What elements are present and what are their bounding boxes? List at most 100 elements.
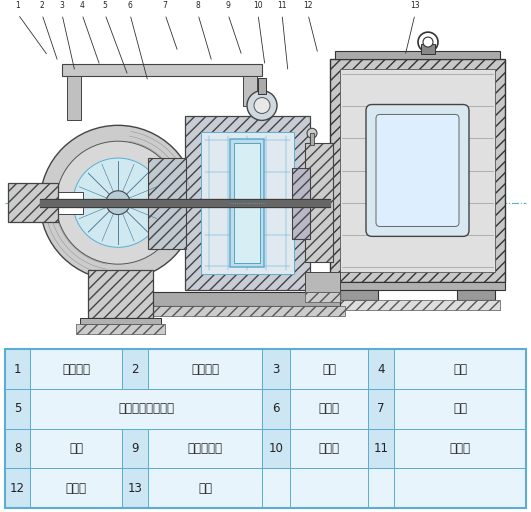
Bar bbox=[330, 59, 505, 282]
Circle shape bbox=[106, 191, 130, 215]
Text: 泵轴: 泵轴 bbox=[69, 442, 83, 455]
Text: 8: 8 bbox=[195, 2, 200, 10]
Bar bbox=[310, 133, 314, 145]
Bar bbox=[290, 468, 368, 508]
Text: 联接架: 联接架 bbox=[65, 482, 87, 495]
Text: 6: 6 bbox=[272, 402, 280, 415]
Text: 2: 2 bbox=[131, 362, 139, 376]
Text: 11: 11 bbox=[373, 442, 389, 455]
Bar bbox=[262, 429, 290, 468]
Bar bbox=[201, 132, 294, 274]
Bar bbox=[305, 143, 333, 262]
Bar bbox=[368, 389, 394, 429]
Text: 9: 9 bbox=[226, 2, 230, 10]
Text: 1: 1 bbox=[15, 2, 20, 10]
Bar bbox=[335, 300, 500, 310]
Text: 隔离套: 隔离套 bbox=[450, 442, 470, 455]
Bar bbox=[262, 389, 290, 429]
Text: 7: 7 bbox=[377, 402, 385, 415]
Text: 4: 4 bbox=[80, 2, 84, 10]
Circle shape bbox=[247, 91, 277, 120]
Bar bbox=[88, 270, 153, 317]
Bar bbox=[330, 282, 505, 290]
Bar bbox=[95, 306, 345, 316]
Bar bbox=[290, 429, 368, 468]
Bar bbox=[148, 468, 262, 508]
Bar bbox=[5, 349, 30, 389]
Bar bbox=[340, 69, 495, 272]
Bar bbox=[5, 389, 30, 429]
Bar bbox=[30, 389, 262, 429]
Bar bbox=[122, 468, 148, 508]
Bar bbox=[30, 429, 122, 468]
Text: 7: 7 bbox=[162, 2, 167, 10]
Text: 密封圈: 密封圈 bbox=[319, 402, 339, 415]
Bar bbox=[67, 76, 81, 120]
Bar bbox=[148, 429, 262, 468]
Circle shape bbox=[254, 98, 270, 114]
Bar bbox=[62, 64, 262, 76]
Text: 10: 10 bbox=[253, 2, 263, 10]
Bar bbox=[394, 349, 526, 389]
Text: 轴承: 轴承 bbox=[453, 402, 467, 415]
Text: 13: 13 bbox=[410, 2, 420, 10]
Circle shape bbox=[56, 141, 180, 264]
Bar bbox=[394, 468, 526, 508]
Text: 13: 13 bbox=[127, 482, 142, 495]
Bar bbox=[80, 317, 161, 324]
Text: 电机: 电机 bbox=[198, 482, 212, 495]
Text: 3: 3 bbox=[59, 2, 64, 10]
Bar bbox=[5, 429, 30, 468]
Text: 泵体衬套: 泵体衬套 bbox=[191, 362, 219, 376]
Text: 5: 5 bbox=[102, 2, 107, 10]
Text: 12: 12 bbox=[10, 482, 25, 495]
Bar bbox=[148, 158, 186, 249]
Bar bbox=[394, 429, 526, 468]
Text: 9: 9 bbox=[131, 442, 139, 455]
Bar bbox=[421, 44, 435, 54]
Text: 外磁钢总成: 外磁钢总成 bbox=[187, 442, 222, 455]
Bar bbox=[305, 272, 340, 292]
Circle shape bbox=[418, 32, 438, 52]
Text: 8: 8 bbox=[14, 442, 21, 455]
Circle shape bbox=[423, 37, 433, 47]
Bar bbox=[335, 51, 500, 59]
Circle shape bbox=[307, 129, 317, 138]
Bar bbox=[5, 468, 30, 508]
Bar bbox=[76, 324, 165, 333]
Text: 2: 2 bbox=[40, 2, 45, 10]
Text: 10: 10 bbox=[269, 442, 284, 455]
Bar bbox=[234, 143, 260, 263]
Bar bbox=[243, 76, 257, 105]
FancyBboxPatch shape bbox=[376, 114, 459, 226]
Bar bbox=[290, 349, 368, 389]
Text: 5: 5 bbox=[14, 402, 21, 415]
FancyBboxPatch shape bbox=[366, 104, 469, 237]
Bar bbox=[262, 468, 290, 508]
Text: 进口法兰: 进口法兰 bbox=[62, 362, 90, 376]
Text: 12: 12 bbox=[303, 2, 313, 10]
Bar bbox=[5, 349, 526, 508]
Circle shape bbox=[73, 158, 163, 247]
Bar bbox=[122, 429, 148, 468]
Bar bbox=[368, 429, 394, 468]
Bar bbox=[290, 389, 368, 429]
Circle shape bbox=[40, 125, 196, 280]
Text: 动环: 动环 bbox=[453, 362, 467, 376]
Bar bbox=[262, 349, 290, 389]
Bar bbox=[100, 292, 340, 306]
Bar bbox=[292, 168, 310, 239]
Bar bbox=[58, 192, 83, 214]
Text: 11: 11 bbox=[277, 2, 287, 10]
Bar bbox=[394, 389, 526, 429]
Text: 3: 3 bbox=[272, 362, 280, 376]
Text: 1: 1 bbox=[14, 362, 21, 376]
Bar bbox=[305, 292, 340, 302]
Text: 6: 6 bbox=[127, 2, 132, 10]
Bar bbox=[122, 349, 148, 389]
Bar bbox=[30, 468, 122, 508]
Text: 叶轮、内磁钢总成: 叶轮、内磁钢总成 bbox=[118, 402, 174, 415]
Bar bbox=[230, 139, 264, 267]
Text: 静环: 静环 bbox=[322, 362, 336, 376]
Bar bbox=[30, 349, 122, 389]
